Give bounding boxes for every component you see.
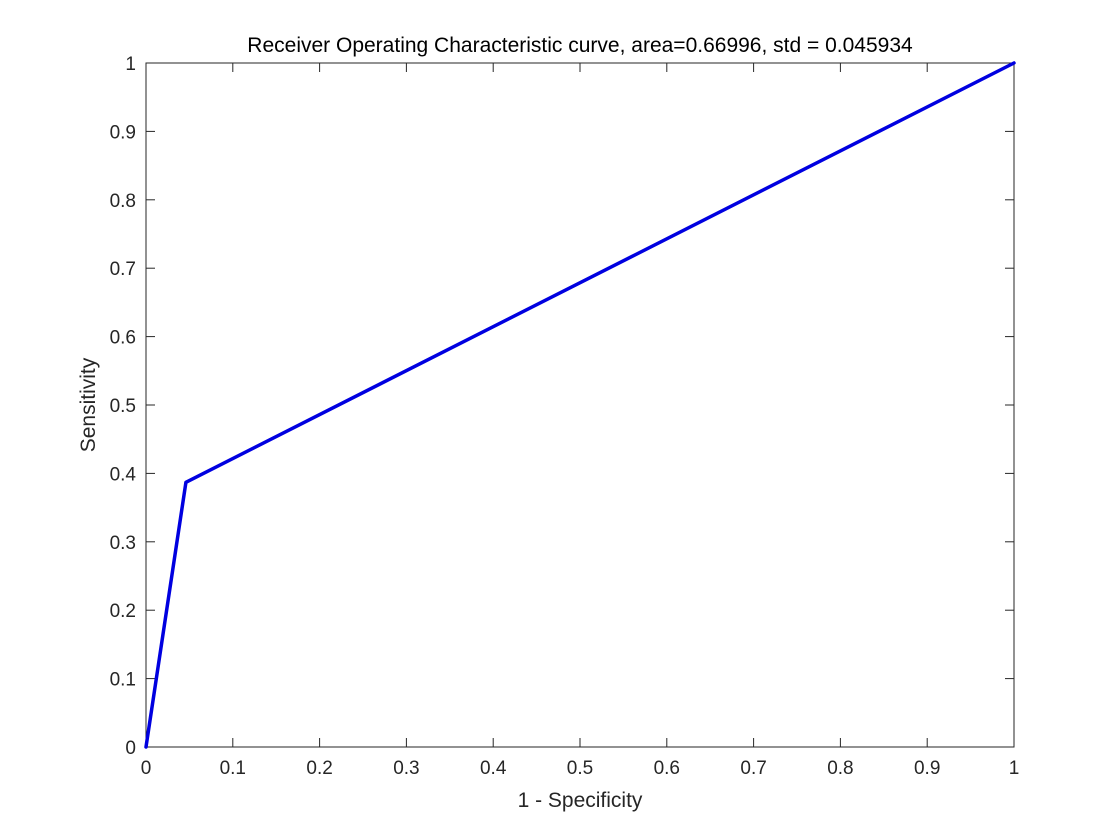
x-tick-label: 0.7 (740, 758, 766, 779)
x-tick-label: 0.2 (306, 758, 332, 779)
x-tick-label: 0 (141, 758, 152, 779)
y-tick-label: 0.2 (110, 601, 136, 622)
y-tick-label: 0.7 (110, 259, 136, 280)
x-tick-label: 0.6 (654, 758, 680, 779)
y-tick-label: 0.9 (110, 122, 136, 143)
x-tick-label: 0.8 (827, 758, 853, 779)
y-tick-label: 0.1 (110, 670, 136, 691)
y-tick-label: 1 (125, 54, 136, 75)
roc-curve-line (144, 61, 1016, 749)
x-tick-label: 0.1 (220, 758, 246, 779)
y-tick-label: 0.5 (110, 396, 136, 417)
y-tick-label: 0.6 (110, 328, 136, 349)
chart-title: Receiver Operating Characteristic curve,… (247, 34, 913, 57)
y-tick-label: 0 (125, 738, 136, 759)
plot-area-box (145, 62, 1015, 748)
x-tick-label: 0.9 (914, 758, 940, 779)
y-tick-label: 0.3 (110, 533, 136, 554)
x-tick-label: 1 (1009, 758, 1020, 779)
y-tick-label: 0.4 (110, 464, 137, 485)
x-tick-label: 0.4 (480, 758, 507, 779)
y-tick-label: 0.8 (110, 191, 136, 212)
x-tick-label: 0.3 (393, 758, 419, 779)
x-axis-title: 1 - Specificity (518, 789, 643, 812)
x-tick-label: 0.5 (567, 758, 593, 779)
y-axis-title: Sensitivity (77, 357, 100, 452)
